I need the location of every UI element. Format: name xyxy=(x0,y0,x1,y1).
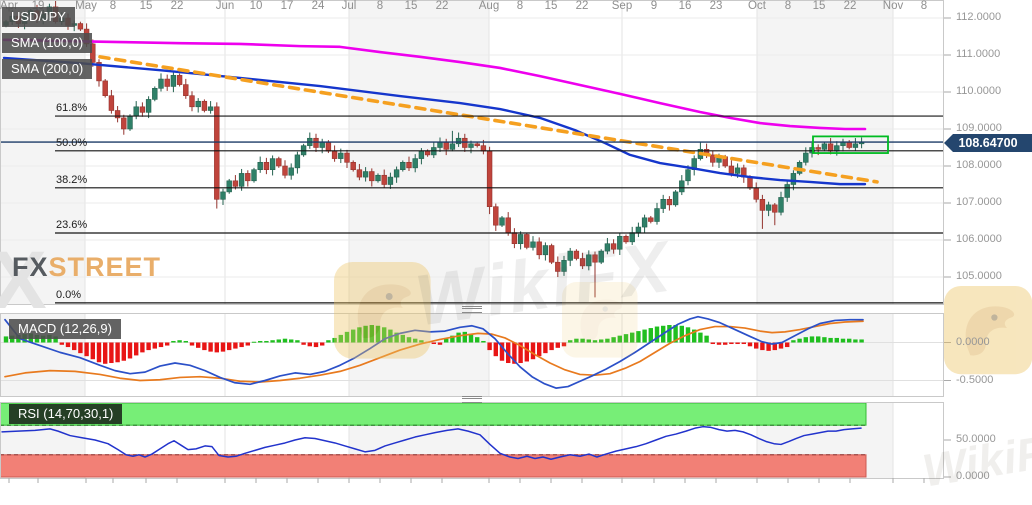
time-axis-label: May xyxy=(75,0,97,12)
macd-indicator-badge[interactable]: MACD (12,26,9) xyxy=(9,319,121,339)
price-axis-label: 107.0000 xyxy=(956,196,1002,208)
time-axis-label: 16 xyxy=(678,0,692,12)
price-axis-label: 109.0000 xyxy=(956,122,1002,134)
time-axis-label: Nov xyxy=(882,0,904,12)
fxstreet-x-mark: X xyxy=(0,235,47,326)
time-axis-label: 22 xyxy=(843,0,857,12)
time-axis-label: 8 xyxy=(376,0,384,12)
wikifx-eagle-watermark-icon xyxy=(334,262,431,359)
rsi-axis-label: 0.0000 xyxy=(956,470,990,482)
fib-level-label: 0.0% xyxy=(56,288,82,301)
time-axis-label: 22 xyxy=(435,0,449,12)
fib-level-label: 23.6% xyxy=(56,218,88,231)
fxstreet-watermark: FXSTREET xyxy=(12,252,161,283)
time-axis-label: Sep xyxy=(611,0,633,12)
time-axis-label: Jun xyxy=(215,0,235,12)
fxstreet-fx-text: FX xyxy=(12,252,49,282)
time-axis-label: 8 xyxy=(109,0,117,12)
fxstreet-street-text: STREET xyxy=(48,252,162,282)
time-axis-label: 22 xyxy=(170,0,184,12)
time-axis-label: 15 xyxy=(812,0,826,12)
fib-level-label: 61.8% xyxy=(56,102,88,115)
time-axis-label: 15 xyxy=(139,0,153,12)
macd-axis-label: -0.5000 xyxy=(956,373,994,386)
fib-level-label: 50.0% xyxy=(56,136,88,149)
time-axis-label: 23 xyxy=(709,0,723,12)
time-axis-label: 8 xyxy=(920,0,928,12)
splitter-grip-icon[interactable] xyxy=(462,396,482,403)
wikifx-eagle-watermark-icon xyxy=(562,282,638,358)
time-axis-label: Jul xyxy=(341,0,357,12)
time-axis-label: Aug xyxy=(478,0,500,12)
price-axis-label: 112.0000 xyxy=(956,11,1002,23)
rsi-indicator-badge[interactable]: RSI (14,70,30,1) xyxy=(9,404,123,424)
time-axis-label: 24 xyxy=(311,0,325,12)
macd-axis-label: 0.0000 xyxy=(956,335,990,348)
time-axis-label: 17 xyxy=(280,0,294,12)
sma200-indicator-badge[interactable]: SMA (200,0) xyxy=(2,59,93,79)
rsi-axis-label: 50.0000 xyxy=(956,433,996,445)
price-axis-label: 110.0000 xyxy=(956,85,1002,97)
time-axis-label: Oct xyxy=(748,0,766,12)
time-axis-label: 22 xyxy=(575,0,589,12)
time-axis-label: 8 xyxy=(784,0,792,12)
price-axis-label: 111.0000 xyxy=(956,48,1001,60)
time-axis-label: 9 xyxy=(650,0,658,12)
time-axis-label: 15 xyxy=(544,0,558,12)
splitter-grip-icon[interactable] xyxy=(462,306,482,313)
fib-level-label: 38.2% xyxy=(56,173,88,186)
price-axis-label: 106.0000 xyxy=(956,233,1002,245)
price-axis-label: 105.0000 xyxy=(956,270,1002,282)
current-price-value: 108.64700 xyxy=(958,136,1018,150)
symbol-badge[interactable]: USD/JPY xyxy=(2,7,75,27)
time-axis-label: 8 xyxy=(516,0,524,12)
time-axis-label: 15 xyxy=(404,0,418,12)
panel-splitter-macd[interactable] xyxy=(0,305,944,313)
wikifx-eagle-watermark-icon xyxy=(944,286,1032,375)
time-axis-label: 10 xyxy=(249,0,263,12)
price-axis-label: 108.0000 xyxy=(956,159,1002,171)
panel-splitter-rsi[interactable] xyxy=(0,395,944,403)
current-price-badge: 108.64700 xyxy=(944,134,1032,152)
sma100-indicator-badge[interactable]: SMA (100,0) xyxy=(2,33,93,53)
